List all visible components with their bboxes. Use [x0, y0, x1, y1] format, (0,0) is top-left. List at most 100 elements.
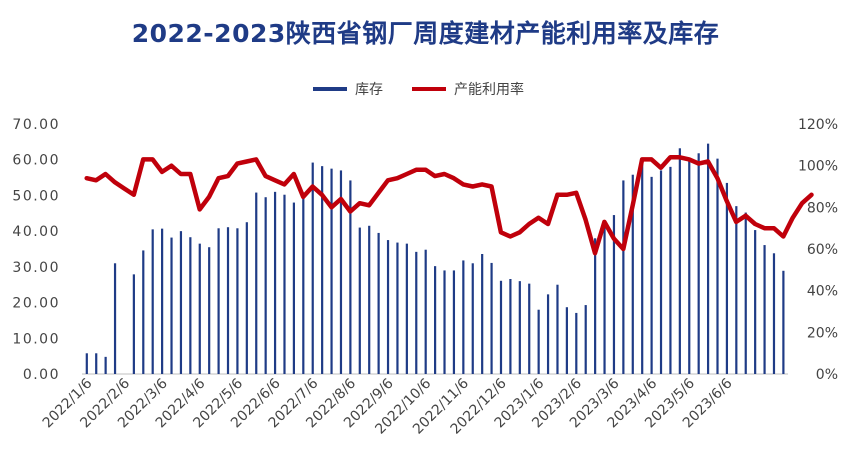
y-left-tick-label: 0.00 [23, 367, 60, 383]
y-left-tick-label: 70.00 [12, 117, 60, 133]
bar-inventory [226, 227, 230, 374]
bars-group [85, 143, 785, 374]
bar-inventory [113, 263, 117, 374]
y-right-tick-label: 20% [807, 325, 838, 341]
bar-inventory [236, 228, 239, 374]
bar-inventory [179, 231, 183, 374]
bar-inventory [424, 249, 427, 374]
bar-inventory [594, 238, 597, 374]
bar-inventory [697, 153, 700, 374]
bar-inventory [481, 254, 484, 374]
bar-inventory [575, 312, 578, 374]
bar-inventory [358, 227, 361, 374]
bar-inventory [217, 228, 220, 374]
bar-inventory [377, 232, 380, 374]
y-right-tick-label: 100% [798, 159, 838, 175]
bar-inventory [565, 307, 568, 374]
bar-inventory [330, 168, 333, 374]
y-right-tick-label: 120% [798, 117, 838, 133]
bar-inventory [434, 266, 437, 374]
bar-inventory [283, 194, 286, 374]
line-utilization [84, 155, 814, 256]
bar-inventory [396, 242, 399, 374]
bar-inventory [245, 222, 248, 374]
bar-inventory [85, 353, 88, 374]
bar-inventory [659, 170, 663, 374]
bar-inventory [763, 245, 766, 374]
bar-inventory [528, 283, 531, 374]
legend-item-utilization: 产能利用率 [412, 78, 524, 100]
bar-inventory [161, 228, 164, 374]
bar-inventory [104, 356, 107, 374]
y-right-tick-label: 80% [807, 200, 838, 216]
bar-inventory [546, 294, 550, 374]
bar-inventory [142, 250, 145, 374]
bar-inventory [443, 270, 446, 374]
legend-label-utilization: 产能利用率 [454, 82, 524, 98]
y-left-tick-label: 20.00 [12, 296, 60, 312]
y-left-tick-label: 10.00 [12, 331, 60, 347]
bar-inventory [273, 191, 277, 374]
bar-inventory [735, 206, 738, 374]
bar-inventory [678, 148, 681, 374]
legend: 库存 产能利用率 [0, 78, 851, 100]
bar-inventory [339, 170, 343, 374]
bar-inventory [631, 174, 634, 374]
y-right-tick-label: 0% [816, 367, 838, 383]
bar-inventory [292, 202, 295, 374]
y-right-tick-label: 40% [807, 284, 838, 300]
bar-inventory [716, 158, 719, 374]
bar-inventory [170, 237, 173, 374]
bar-inventory [95, 353, 98, 374]
bar-inventory [208, 247, 211, 374]
y-left-tick-label: 60.00 [12, 153, 60, 169]
bar-inventory [612, 215, 616, 374]
bar-inventory [725, 182, 729, 374]
bar-inventory [415, 251, 418, 374]
bar-inventory [556, 284, 559, 374]
bar-inventory [311, 162, 314, 374]
bar-inventory [641, 157, 644, 374]
bar-inventory [518, 281, 521, 374]
bar-inventory [368, 225, 371, 374]
bar-inventory [706, 143, 710, 374]
bar-inventory [189, 237, 192, 374]
bar-inventory [471, 263, 474, 374]
bar-inventory [490, 262, 493, 374]
bar-inventory [537, 309, 540, 374]
legend-label-inventory: 库存 [355, 82, 383, 98]
bar-inventory [302, 197, 305, 374]
bar-inventory [452, 270, 456, 374]
line-group [84, 155, 814, 256]
bar-inventory [349, 180, 352, 374]
bar-inventory [386, 240, 390, 374]
bar-inventory [151, 229, 154, 374]
bar-inventory [669, 166, 672, 374]
bar-inventory [509, 279, 512, 374]
bar-inventory [688, 161, 691, 374]
chart-title: 2022-2023陕西省钢厂周度建材产能利用率及库存 [131, 19, 720, 48]
bar-inventory [603, 227, 606, 374]
y-left-tick-label: 50.00 [12, 188, 60, 204]
bar-inventory [132, 274, 135, 374]
bar-inventory [499, 280, 503, 374]
legend-swatch-utilization [412, 87, 446, 91]
bar-inventory [255, 192, 258, 374]
bar-inventory [650, 176, 653, 374]
bar-inventory [754, 230, 757, 374]
bar-inventory [744, 212, 747, 374]
y-left-tick-label: 30.00 [12, 260, 60, 276]
bar-inventory [782, 270, 785, 374]
legend-swatch-inventory [313, 87, 347, 91]
bar-inventory [462, 260, 465, 374]
bar-inventory [584, 305, 587, 374]
bar-inventory [321, 166, 324, 374]
bar-inventory [264, 197, 267, 374]
y-right-tick-label: 60% [807, 242, 838, 258]
bar-inventory [622, 180, 625, 374]
bar-inventory [405, 243, 408, 374]
legend-item-inventory: 库存 [313, 78, 383, 100]
y-left-tick-label: 40.00 [12, 224, 60, 240]
